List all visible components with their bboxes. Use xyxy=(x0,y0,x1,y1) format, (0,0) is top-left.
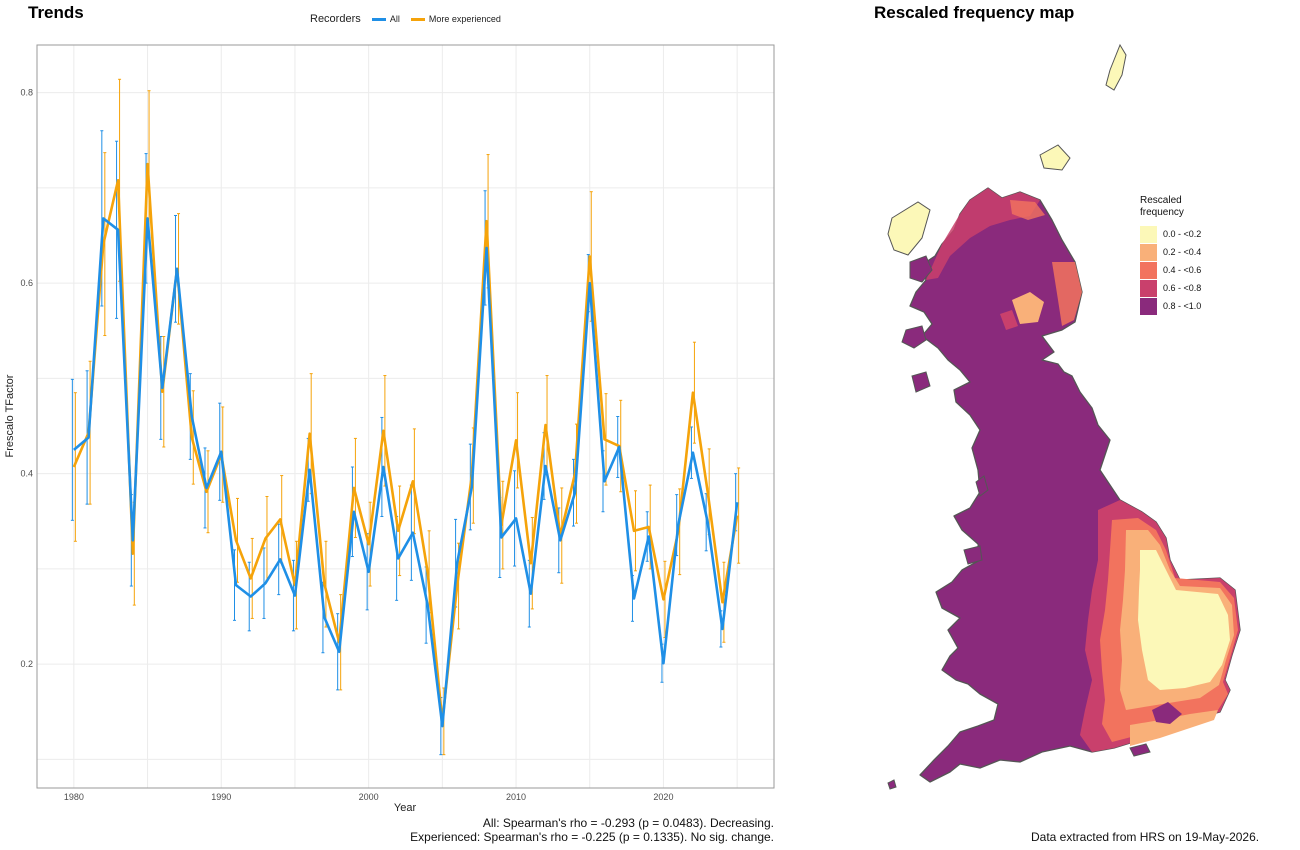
y-tick-label: 0.6 xyxy=(20,278,33,288)
map-legend-swatch xyxy=(1140,279,1157,297)
map-legend-row: 0.4 - <0.6 xyxy=(1140,261,1220,279)
map-legend-swatch xyxy=(1140,225,1157,243)
x-tick-label: 1990 xyxy=(211,792,231,802)
map-legend-label: 0.0 - <0.2 xyxy=(1163,229,1202,239)
map-orkney xyxy=(1039,144,1071,171)
map-legend-row: 0.6 - <0.8 xyxy=(1140,279,1220,297)
map-legend-label: 0.6 - <0.8 xyxy=(1163,283,1202,293)
legend-key-all xyxy=(371,17,386,21)
map-legend-row: 0.0 - <0.2 xyxy=(1140,225,1220,243)
chart-legend: Recorders All More experienced xyxy=(310,13,501,25)
stat-experienced: Experienced: Spearman's rho = -0.225 (p … xyxy=(410,830,774,844)
series-line-all xyxy=(73,217,739,728)
y-axis-title: Frescalo TFactor xyxy=(4,374,16,457)
map-scilly xyxy=(887,779,897,790)
trend-chart: 1980 1990 2000 2010 2020 0.2 0.4 0.6 0.8 Year Fr… xyxy=(4,44,775,814)
frequency-map xyxy=(887,43,1241,790)
y-tick-label: 0.4 xyxy=(20,469,33,479)
map-anglesey xyxy=(963,545,983,565)
x-tick-label: 2000 xyxy=(359,792,379,802)
map-legend-swatch xyxy=(1140,297,1157,315)
map-islay xyxy=(911,371,931,393)
map-south-coast-band xyxy=(1130,710,1218,746)
map-legend-label: 0.8 - <1.0 xyxy=(1163,301,1202,311)
map-north-band xyxy=(1010,200,1045,220)
legend-title: Recorders xyxy=(310,13,361,25)
x-axis-title: Year xyxy=(394,802,417,814)
stat-all: All: Spearman's rho = -0.293 (p = 0.0483… xyxy=(482,816,774,830)
map-skye xyxy=(909,255,933,283)
map-title: Rescaled frequency map xyxy=(874,3,1075,22)
x-tick-label: 2010 xyxy=(506,792,526,802)
map-legend-label: 0.2 - <0.4 xyxy=(1163,247,1202,257)
map-legend-swatch xyxy=(1140,261,1157,279)
legend-key-experienced xyxy=(410,17,425,21)
map-highlands-patch-2 xyxy=(1000,310,1018,330)
map-west-coast-band xyxy=(926,188,1040,280)
y-tick-label: 0.2 xyxy=(20,659,33,669)
map-highlands-patch xyxy=(1012,292,1044,324)
map-lewis xyxy=(887,201,931,256)
map-mull xyxy=(901,325,927,349)
map-isle-of-man xyxy=(975,475,989,497)
legend-label-all: All xyxy=(389,14,400,24)
map-south-dark-patch xyxy=(1152,702,1182,724)
map-legend-label: 0.4 - <0.6 xyxy=(1163,265,1202,275)
series-line-experienced xyxy=(72,162,739,723)
map-legend-row: 0.8 - <1.0 xyxy=(1140,297,1220,315)
map-isle-of-wight xyxy=(1129,743,1151,757)
x-tick-label: 2020 xyxy=(653,792,673,802)
map-legend-row: 0.2 - <0.4 xyxy=(1140,243,1220,261)
map-east-band-00 xyxy=(1138,550,1230,690)
y-tick-label: 0.8 xyxy=(20,88,33,98)
map-legend-title: Rescaled frequency xyxy=(1140,195,1184,218)
trends-title: Trends xyxy=(28,3,84,22)
map-legend-swatch xyxy=(1140,243,1157,261)
map-shetland xyxy=(1105,43,1127,91)
x-tick-label: 1980 xyxy=(64,792,84,802)
map-legend: Rescaled frequency 0.0 - <0.2 0.2 - <0.4… xyxy=(1140,195,1220,315)
legend-label-experienced: More experienced xyxy=(428,14,501,24)
data-source-footer: Data extracted from HRS on 19-May-2026. xyxy=(1031,830,1260,844)
plot-panel-border xyxy=(36,44,775,789)
map-northeast-band xyxy=(1052,262,1082,326)
